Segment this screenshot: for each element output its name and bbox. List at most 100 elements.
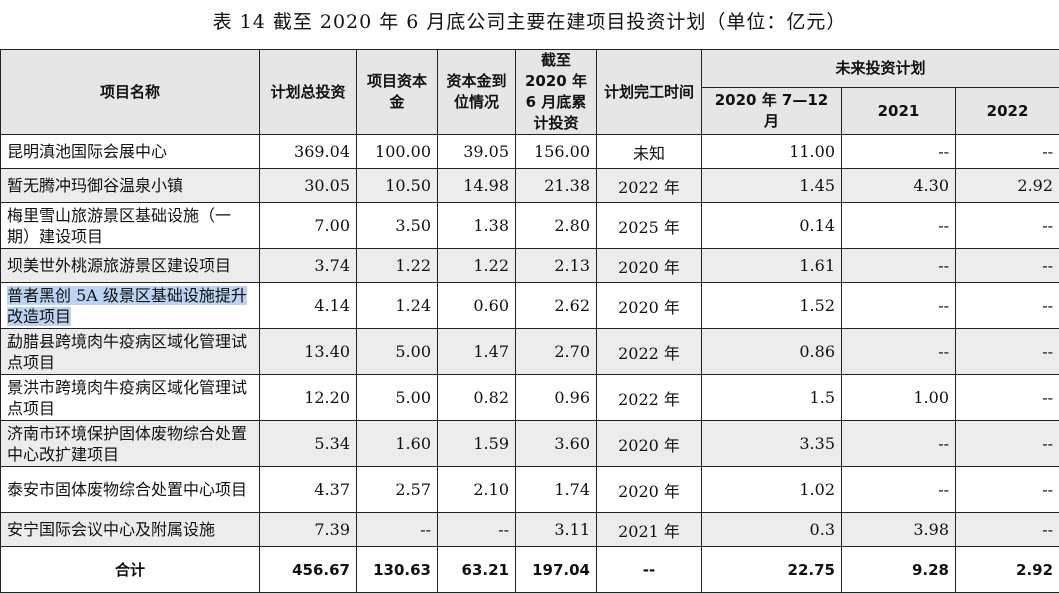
header-future: 未来投资计划: [702, 50, 1059, 88]
cell-total: 12.20: [260, 375, 357, 421]
cell-y2021: --: [842, 249, 956, 283]
table-caption: 表 14 截至 2020 年 6 月底公司主要在建项目投资计划（单位：亿元）: [0, 0, 1059, 44]
cell-y2022: --: [956, 421, 1059, 467]
cell-completion: 2025 年: [597, 203, 702, 249]
cell-y2022: --: [956, 283, 1059, 329]
cell-name: 坝美世外桃源旅游景区建设项目: [1, 249, 260, 283]
cell-y2020: 1.45: [702, 169, 842, 203]
header-2020: 2020 年 7—12 月: [702, 88, 842, 135]
cell-y2022: 2.92: [956, 169, 1059, 203]
cell-y2022: --: [956, 513, 1059, 547]
cell-total: 5.34: [260, 421, 357, 467]
cell-total: 30.05: [260, 169, 357, 203]
cell-y2020: 0.14: [702, 203, 842, 249]
cell-y2021: 1.00: [842, 375, 956, 421]
cell-y2022: --: [956, 203, 1059, 249]
cell-y2022: --: [956, 329, 1059, 375]
cell-capital: 1.60: [357, 421, 438, 467]
cell-in-place: 1.47: [438, 329, 516, 375]
cell-total: 4.14: [260, 283, 357, 329]
total-y2020: 22.75: [702, 547, 842, 593]
cell-y2020: 0.86: [702, 329, 842, 375]
cell-completion: 2020 年: [597, 283, 702, 329]
cell-completion: 2022 年: [597, 329, 702, 375]
cell-name: 景洪市跨境肉牛疫病区域化管理试点项目: [1, 375, 260, 421]
cell-y2020: 1.61: [702, 249, 842, 283]
cell-cumulative: 0.96: [516, 375, 597, 421]
cell-y2022: --: [956, 375, 1059, 421]
cell-capital: --: [357, 513, 438, 547]
cell-in-place: 14.98: [438, 169, 516, 203]
cell-y2021: 3.98: [842, 513, 956, 547]
cell-cumulative: 156.00: [516, 135, 597, 169]
cell-y2021: --: [842, 283, 956, 329]
total-capital: 130.63: [357, 547, 438, 593]
total-cumulative: 197.04: [516, 547, 597, 593]
cell-y2021: --: [842, 421, 956, 467]
cell-y2020: 1.02: [702, 467, 842, 513]
cell-cumulative: 3.11: [516, 513, 597, 547]
cell-cumulative: 2.62: [516, 283, 597, 329]
header-name: 项目名称: [1, 50, 260, 135]
cell-y2021: 4.30: [842, 169, 956, 203]
cell-capital: 10.50: [357, 169, 438, 203]
cell-y2021: --: [842, 135, 956, 169]
cell-completion: 2020 年: [597, 249, 702, 283]
cell-cumulative: 2.70: [516, 329, 597, 375]
cell-y2020: 0.3: [702, 513, 842, 547]
cell-total: 4.37: [260, 467, 357, 513]
cell-completion: 未知: [597, 135, 702, 169]
header-2022: 2022: [956, 88, 1059, 135]
cell-completion: 2022 年: [597, 169, 702, 203]
cell-y2021: --: [842, 467, 956, 513]
header-total: 计划总投资: [260, 50, 357, 135]
cell-y2022: --: [956, 467, 1059, 513]
cell-capital: 5.00: [357, 375, 438, 421]
cell-in-place: --: [438, 513, 516, 547]
cell-name: 暂无腾冲玛御谷温泉小镇: [1, 169, 260, 203]
header-capital-in-place: 资本金到位情况: [438, 50, 516, 135]
cell-capital: 1.24: [357, 283, 438, 329]
total-completion: --: [597, 547, 702, 593]
cell-cumulative: 2.13: [516, 249, 597, 283]
cell-in-place: 1.38: [438, 203, 516, 249]
cell-in-place: 39.05: [438, 135, 516, 169]
cell-name: 普者黑创 5A 级景区基础设施提升改造项目: [1, 283, 260, 329]
header-capital: 项目资本金: [357, 50, 438, 135]
cell-completion: 2022 年: [597, 375, 702, 421]
cell-name: 安宁国际会议中心及附属设施: [1, 513, 260, 547]
cell-in-place: 0.82: [438, 375, 516, 421]
cell-cumulative: 21.38: [516, 169, 597, 203]
cell-name: 济南市环境保护固体废物综合处置中心改扩建项目: [1, 421, 260, 467]
cell-total: 3.74: [260, 249, 357, 283]
cell-in-place: 1.59: [438, 421, 516, 467]
cell-name: 勐腊县跨境肉牛疫病区域化管理试点项目: [1, 329, 260, 375]
cell-total: 13.40: [260, 329, 357, 375]
cell-cumulative: 3.60: [516, 421, 597, 467]
total-in-place: 63.21: [438, 547, 516, 593]
investment-plan-table: 项目名称 计划总投资 项目资本金 资本金到位情况 截至 2020 年 6 月底累…: [0, 49, 1059, 593]
cell-capital: 2.57: [357, 467, 438, 513]
cell-capital: 3.50: [357, 203, 438, 249]
selected-text[interactable]: 普者黑创 5A 级景区基础设施提升改造项目: [7, 286, 247, 326]
cell-y2020: 3.35: [702, 421, 842, 467]
cell-y2020: 11.00: [702, 135, 842, 169]
cell-name: 泰安市固体废物综合处置中心项目: [1, 467, 260, 513]
header-cumulative: 截至 2020 年 6 月底累计投资: [516, 50, 597, 135]
total-y2021: 9.28: [842, 547, 956, 593]
cell-cumulative: 2.80: [516, 203, 597, 249]
cell-name: 昆明滇池国际会展中心: [1, 135, 260, 169]
cell-completion: 2020 年: [597, 421, 702, 467]
cell-in-place: 0.60: [438, 283, 516, 329]
header-completion: 计划完工时间: [597, 50, 702, 135]
cell-in-place: 2.10: [438, 467, 516, 513]
